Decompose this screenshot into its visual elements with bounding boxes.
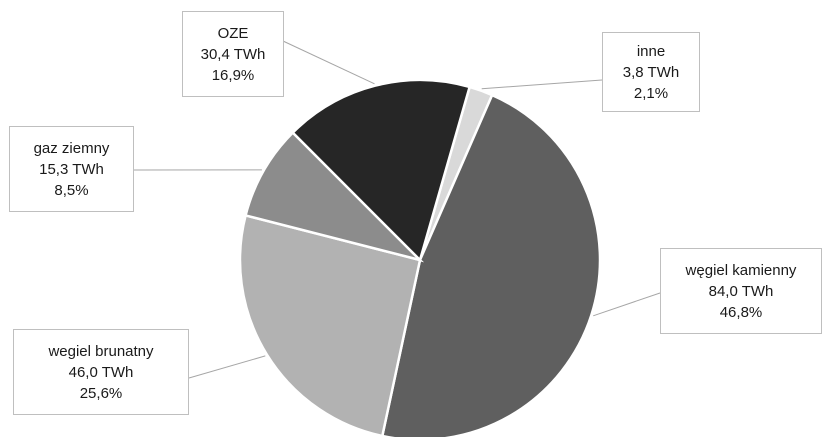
data-label-inne: inne 3,8 TWh 2,1% — [602, 32, 700, 112]
leader-line-wegiel-kamienny — [593, 292, 661, 317]
label-value: 30,4 TWh — [200, 45, 266, 63]
data-label-wegiel-brunatny: wegiel brunatny 46,0 TWh 25,6% — [13, 329, 189, 415]
label-value: 3,8 TWh — [622, 63, 680, 81]
label-category: gaz ziemny — [33, 139, 110, 157]
leader-line-oze — [282, 40, 375, 85]
label-percent: 25,6% — [79, 384, 123, 402]
data-label-wegiel-kamienny: węgiel kamienny 84,0 TWh 46,8% — [660, 248, 822, 334]
pie-slice-oze — [291, 78, 472, 263]
pie-slice-wegiel-brunatny — [238, 213, 422, 437]
pie-slices — [238, 78, 602, 437]
pie-slice-gaz-ziemny — [244, 130, 425, 263]
label-category: węgiel kamienny — [685, 261, 797, 279]
data-label-gaz-ziemny: gaz ziemny 15,3 TWh 8,5% — [9, 126, 134, 212]
leader-line-inne — [481, 79, 603, 90]
label-category: inne — [636, 42, 666, 60]
label-percent: 46,8% — [719, 303, 763, 321]
label-category: wegiel brunatny — [48, 342, 154, 360]
label-value: 15,3 TWh — [39, 160, 104, 178]
pie-slice-wegiel-kamienny — [380, 93, 602, 437]
label-percent: 8,5% — [54, 181, 89, 199]
label-value: 46,0 TWh — [68, 363, 134, 381]
label-percent: 16,9% — [211, 66, 255, 84]
leader-lines — [133, 40, 661, 379]
label-percent: 2,1% — [633, 84, 669, 102]
label-category: OZE — [217, 24, 249, 42]
data-label-oze: OZE 30,4 TWh 16,9% — [182, 11, 284, 97]
label-value: 84,0 TWh — [708, 282, 774, 300]
leader-line-wegiel-brunatny — [188, 355, 266, 379]
